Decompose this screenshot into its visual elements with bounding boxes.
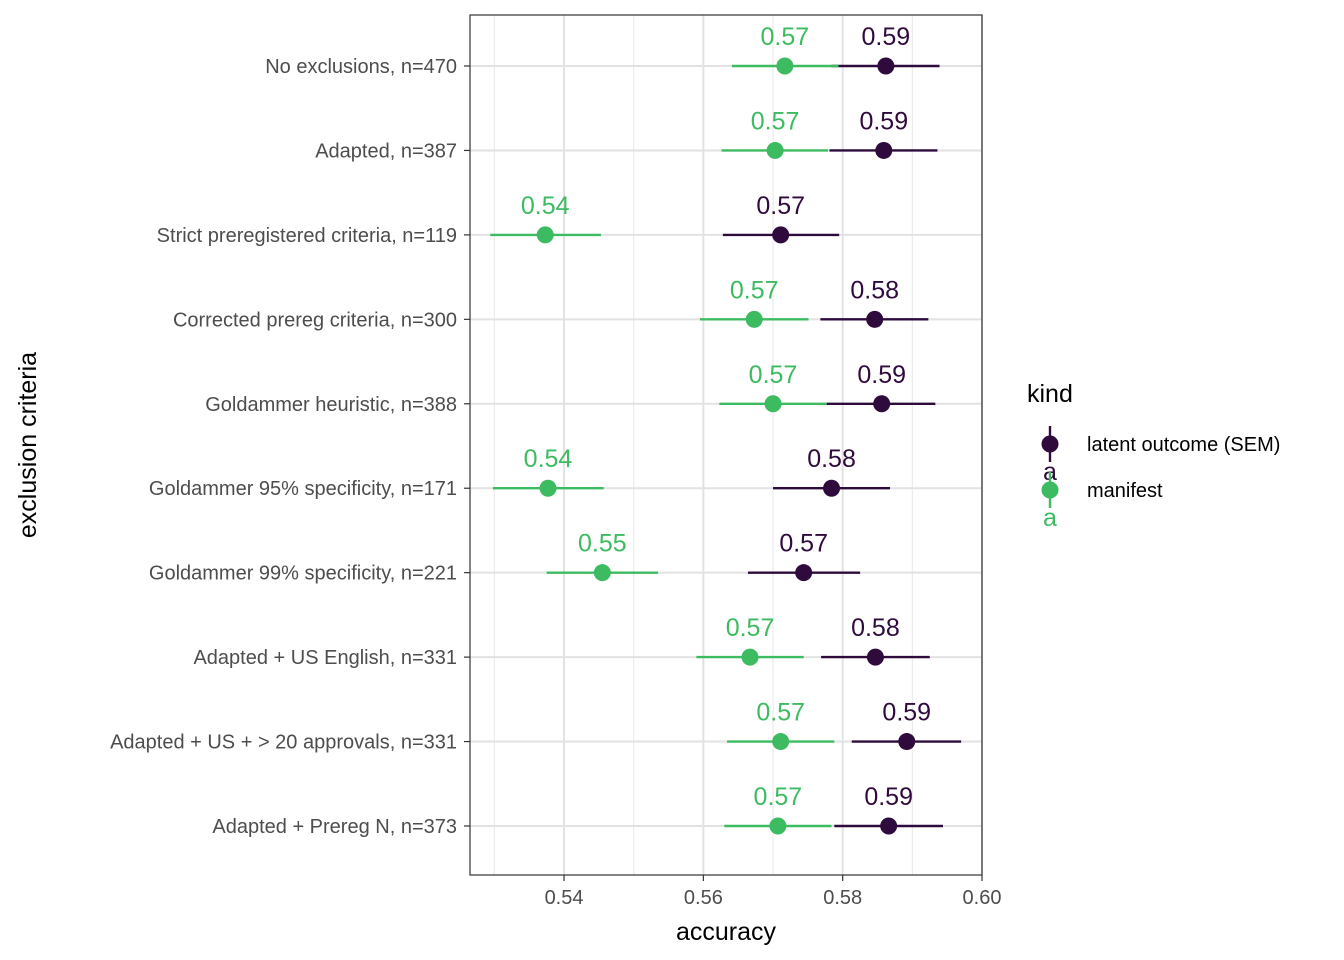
y-axis-title: exclusion criteria [14, 352, 42, 538]
data-point [536, 226, 554, 244]
data-point [769, 817, 787, 835]
panel-border [469, 14, 983, 876]
data-point [745, 310, 763, 328]
series-0: 0.59 0.59 0.57 0.58 0.59 0.58 0.57 0.58 0.59 0.59 [722, 23, 962, 835]
data-point [766, 141, 784, 159]
data-label: 0.57 [726, 614, 775, 642]
y-tick-label: Goldammer heuristic, n=388 [205, 394, 457, 416]
legend-key-point [1041, 481, 1059, 499]
data-point [539, 479, 557, 497]
data-point [823, 479, 841, 497]
data-point [776, 57, 794, 75]
y-tick-label: Strict preregistered criteria, n=119 [157, 225, 457, 247]
x-tick-label: 0.60 [963, 887, 1002, 909]
y-tick-label: Adapted + US + > 20 approvals, n=331 [110, 732, 457, 754]
legend-title: kind [1027, 380, 1073, 408]
data-label: 0.54 [524, 445, 573, 473]
data-label: 0.57 [761, 23, 810, 51]
data-point [880, 817, 898, 835]
y-tick-label: Goldammer 99% specificity, n=221 [149, 563, 457, 585]
y-tick-label: No exclusions, n=470 [265, 56, 457, 78]
data-point [898, 733, 916, 751]
data-label: 0.58 [807, 445, 856, 473]
data-label: 0.57 [756, 699, 805, 727]
data-label: 0.59 [857, 361, 906, 389]
data-label: 0.58 [851, 614, 900, 642]
data-point [772, 733, 790, 751]
data-label: 0.58 [850, 276, 899, 304]
chart-marks: 0.590.590.570.580.590.580.570.580.590.59… [490, 23, 962, 835]
data-label: 0.57 [730, 276, 779, 304]
x-tick-label: 0.56 [684, 887, 723, 909]
x-tick-label: 0.58 [823, 887, 862, 909]
data-label: 0.57 [756, 192, 805, 220]
data-label: 0.57 [751, 107, 800, 135]
data-point [866, 648, 884, 666]
y-axis: No exclusions, n=470 Adapted, n=387 Strict… [110, 56, 470, 838]
data-label: 0.54 [521, 192, 570, 220]
data-point [877, 57, 895, 75]
data-point [873, 395, 891, 413]
data-label: 0.59 [859, 107, 908, 135]
x-tick-label: 0.54 [545, 887, 584, 909]
legend-entry-label: manifest [1087, 480, 1163, 502]
data-label: 0.59 [862, 23, 911, 51]
y-tick-label: Adapted + Prereg N, n=373 [212, 816, 457, 838]
series-1: 0.57 0.57 0.54 0.57 0.57 0.54 0.55 0.57 0.57 0.57 [490, 23, 839, 835]
legend-key-point [1041, 435, 1059, 453]
data-label: 0.59 [864, 783, 913, 811]
data-point [795, 564, 813, 582]
data-label: 0.59 [882, 699, 931, 727]
data-label: 0.57 [754, 783, 803, 811]
y-tick-label: Corrected prereg criteria, n=300 [173, 309, 457, 331]
data-point [875, 141, 893, 159]
data-label: 0.57 [779, 530, 828, 558]
x-axis: 0.54 0.56 0.58 0.60 [545, 875, 1002, 909]
data-point [866, 310, 884, 328]
data-point [741, 648, 759, 666]
y-tick-label: Adapted, n=387 [315, 140, 457, 162]
legend-entry-label: latent outcome (SEM) [1087, 434, 1280, 456]
data-point [764, 395, 782, 413]
y-tick-label: Adapted + US English, n=331 [193, 647, 457, 669]
legend-key-text: a [1043, 504, 1057, 532]
x-axis-title: accuracy [676, 918, 777, 946]
data-point [772, 226, 790, 244]
data-label: 0.57 [749, 361, 798, 389]
data-point [593, 564, 611, 582]
y-tick-label: Goldammer 95% specificity, n=171 [149, 478, 457, 500]
data-label: 0.55 [578, 530, 627, 558]
